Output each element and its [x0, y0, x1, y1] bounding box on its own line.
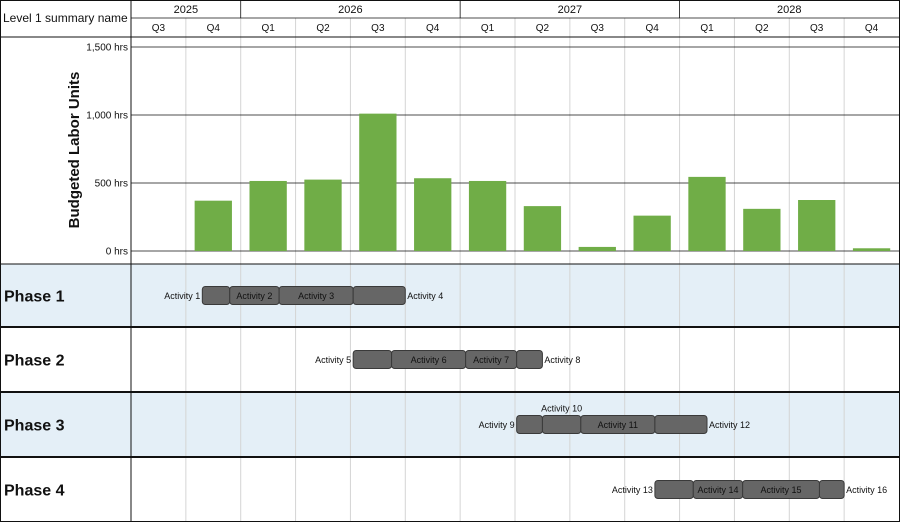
activity-bar[interactable] [541, 415, 582, 434]
quarter-label: Q4 [426, 23, 440, 34]
activity-label: Activity 15 [761, 485, 802, 495]
activity-label: Activity 12 [709, 420, 750, 430]
activity-label: Activity 13 [612, 485, 653, 495]
y-axis-title: Budgeted Labor Units [66, 72, 83, 229]
phase-label: Phase 4 [4, 483, 65, 500]
y-tick-label: 500 hrs [95, 179, 128, 190]
labor-bar [194, 200, 232, 251]
phase-row-background [0, 392, 900, 457]
activity-label: Activity 1 [164, 291, 200, 301]
activity-label: Activity 4 [407, 291, 443, 301]
labor-bar [359, 113, 397, 251]
activity-label: Activity 8 [544, 355, 580, 365]
labor-bar [688, 176, 726, 251]
year-label: 2028 [777, 4, 801, 16]
activity-bar[interactable] [201, 286, 231, 305]
labor-bar [578, 246, 616, 251]
y-tick-label: 1,500 hrs [86, 43, 128, 54]
quarter-label: Q1 [481, 23, 495, 34]
y-tick-label: 0 hrs [106, 247, 128, 258]
activity-label: Activity 10 [541, 404, 582, 414]
activity-label: Activity 14 [697, 485, 738, 495]
quarter-label: Q2 [316, 23, 330, 34]
quarter-label: Q3 [371, 23, 385, 34]
activity-bar[interactable] [654, 480, 694, 499]
phase-label: Phase 3 [4, 418, 65, 435]
activity-label: Activity 7 [473, 355, 509, 365]
activity-bar[interactable] [516, 350, 543, 369]
quarter-label: Q1 [700, 23, 714, 34]
phase-row-background [0, 264, 900, 327]
labor-bar [852, 248, 891, 251]
phase-label: Phase 2 [4, 353, 65, 370]
quarter-label: Q4 [207, 23, 221, 34]
labor-bar [249, 180, 287, 251]
phase-label: Phase 1 [4, 289, 65, 306]
activity-label: Activity 6 [411, 355, 447, 365]
activity-bar[interactable] [516, 415, 543, 434]
activity-label: Activity 5 [315, 355, 351, 365]
quarter-label: Q4 [645, 23, 659, 34]
activity-label: Activity 16 [846, 485, 887, 495]
activity-bar[interactable] [352, 286, 406, 305]
header-corner-label: Level 1 summary name [3, 11, 128, 25]
quarter-label: Q4 [865, 23, 879, 34]
activity-label: Activity 9 [479, 420, 515, 430]
quarter-label: Q2 [755, 23, 769, 34]
year-label: 2025 [174, 4, 198, 16]
activity-label: Activity 2 [236, 291, 272, 301]
activity-bar[interactable] [654, 415, 708, 434]
activity-bar[interactable] [352, 350, 393, 369]
activity-bar[interactable] [818, 480, 845, 499]
year-label: 2026 [338, 4, 362, 16]
activity-label: Activity 3 [298, 291, 334, 301]
labor-bar [414, 178, 452, 251]
labor-bar [468, 180, 507, 251]
labor-bar [304, 179, 342, 251]
y-tick-label: 1,000 hrs [86, 111, 128, 122]
labor-bar [633, 215, 671, 251]
quarter-label: Q3 [152, 23, 166, 34]
labor-bar [798, 200, 836, 251]
quarter-label: Q2 [536, 23, 550, 34]
labor-bar [743, 208, 781, 251]
labor-bar [523, 206, 562, 251]
quarter-label: Q3 [810, 23, 824, 34]
quarter-label: Q1 [261, 23, 275, 34]
activity-label: Activity 11 [598, 420, 638, 430]
year-label: 2027 [558, 4, 582, 16]
quarter-label: Q3 [591, 23, 605, 34]
